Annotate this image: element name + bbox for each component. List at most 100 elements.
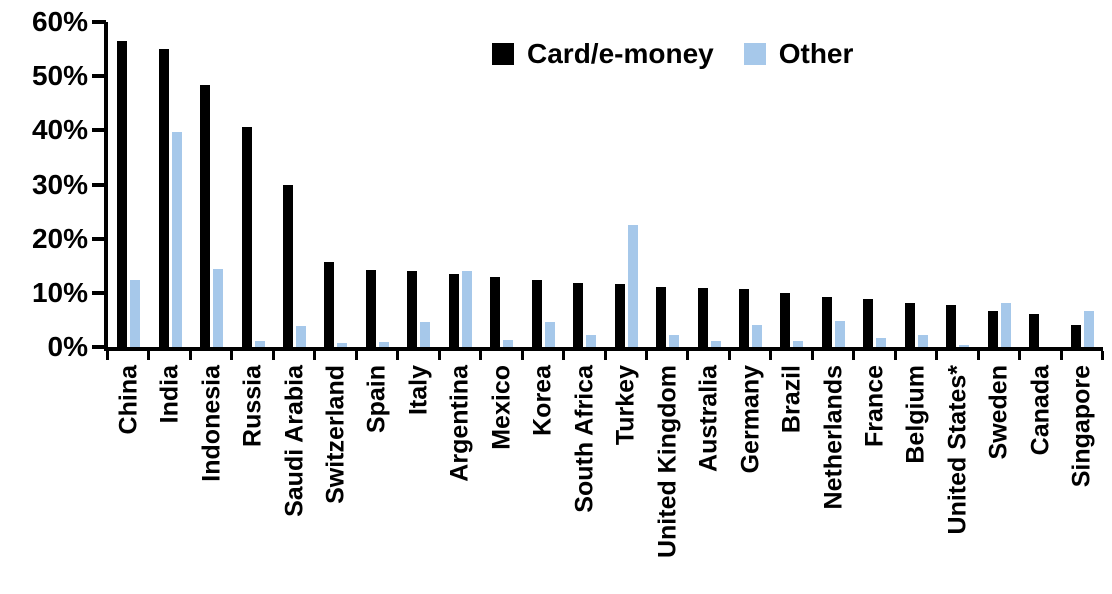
bar-card-e-money-singapore [1070,325,1081,347]
bar-card-e-money-switzerland [324,262,335,347]
bar-other-germany [752,325,763,347]
x-tick-18 [852,351,856,360]
x-label-india: India [155,365,184,424]
bar-group-australia [688,22,729,347]
bar-other-spain [378,342,389,347]
bar-group-netherlands [813,22,854,347]
y-tick-10pct [92,290,106,295]
x-label-germany: Germany [735,365,764,474]
bar-group-korea [523,22,564,347]
bar-other-netherlands [834,321,845,347]
bar-card-e-money-united-kingdom [656,287,667,347]
x-label-china: China [113,365,142,435]
x-tick-0 [106,351,109,360]
x-label-korea: Korea [528,365,557,436]
x-label-brazil: Brazil [777,365,806,434]
legend: Card/e-money Other [492,38,853,70]
bar-other-mexico [503,340,514,347]
x-tick-1 [147,351,151,360]
bar-other-saudi-arabia [296,326,307,347]
legend-item-card-e-money: Card/e-money [492,38,714,70]
bar-card-e-money-argentina [448,274,459,347]
bar-group-italy [398,22,439,347]
x-tick-11 [562,351,566,360]
bar-card-e-money-russia [241,127,252,347]
bar-card-e-money-indonesia [200,85,211,347]
x-label-mexico: Mexico [487,365,516,450]
bar-group-brazil [771,22,812,347]
bar-other-indonesia [213,269,224,347]
bar-card-e-money-germany [739,289,750,347]
bar-card-e-money-mexico [490,277,501,347]
x-tick-23 [1059,351,1063,360]
y-tick-20pct [92,236,106,241]
bar-other-china [130,280,141,347]
bar-card-e-money-china [117,41,128,347]
bar-group-germany [730,22,771,347]
bar-card-e-money-australia [697,288,708,347]
bar-other-united-kingdom [669,335,680,347]
x-tick-22 [1018,351,1022,360]
bar-other-sweden [1000,303,1011,347]
bar-card-e-money-netherlands [821,297,832,347]
bar-group-canada [1020,22,1061,347]
bar-other-france [876,338,887,347]
y-tick-40pct [92,128,106,133]
x-tick-19 [893,351,897,360]
y-tick-label-40pct: 40% [31,114,88,146]
x-label-netherlands: Netherlands [818,365,847,510]
legend-item-other: Other [743,38,853,70]
bar-other-brazil [793,341,804,347]
bar-group-russia [232,22,273,347]
bar-card-e-money-saudi-arabia [283,185,294,347]
bar-group-spain [357,22,398,347]
bar-card-e-money-turkey [614,284,625,347]
bar-group-singapore [1061,22,1102,347]
bar-group-sweden [979,22,1020,347]
bar-group-belgium [896,22,937,347]
bar-group-united-states- [937,22,978,347]
x-tick-15 [727,351,731,360]
y-tick-30pct [92,182,106,187]
x-tick-4 [271,351,275,360]
x-tick-24 [1101,351,1104,360]
bar-card-e-money-canada [1029,314,1040,347]
bar-card-e-money-sweden [987,311,998,347]
bar-card-e-money-italy [407,271,418,347]
bar-other-turkey [627,225,638,347]
y-tick-60pct [92,20,106,24]
x-tick-9 [479,351,483,360]
x-tick-14 [686,351,690,360]
bar-group-india [149,22,190,347]
x-tick-16 [769,351,773,360]
y-tick-label-20pct: 20% [31,222,88,254]
x-label-spain: Spain [362,365,391,434]
bar-other-korea [544,322,555,347]
bar-other-russia [254,341,265,347]
bar-other-australia [710,341,721,347]
bar-group-saudi-arabia [274,22,315,347]
x-label-argentina: Argentina [445,365,474,482]
bar-group-switzerland [315,22,356,347]
bar-other-singapore [1083,311,1094,347]
x-tick-2 [188,351,192,360]
x-label-singapore: Singapore [1067,365,1096,488]
other-swatch-icon [743,43,766,65]
x-label-sweden: Sweden [984,365,1013,460]
bar-card-e-money-belgium [904,303,915,347]
bar-other-india [171,132,182,347]
y-tick-50pct [92,74,106,79]
bar-other-argentina [461,271,472,347]
bar-card-e-money-south-africa [573,283,584,347]
x-label-australia: Australia [694,365,723,472]
bar-card-e-money-france [863,299,874,347]
x-tick-13 [644,351,648,360]
x-tick-5 [313,351,317,360]
x-label-russia: Russia [238,365,267,447]
bar-card-e-money-india [158,49,169,347]
x-tick-3 [230,351,234,360]
x-tick-20 [935,351,939,360]
x-label-south-africa: South Africa [570,365,599,513]
card-e-money-swatch-icon [492,43,514,65]
